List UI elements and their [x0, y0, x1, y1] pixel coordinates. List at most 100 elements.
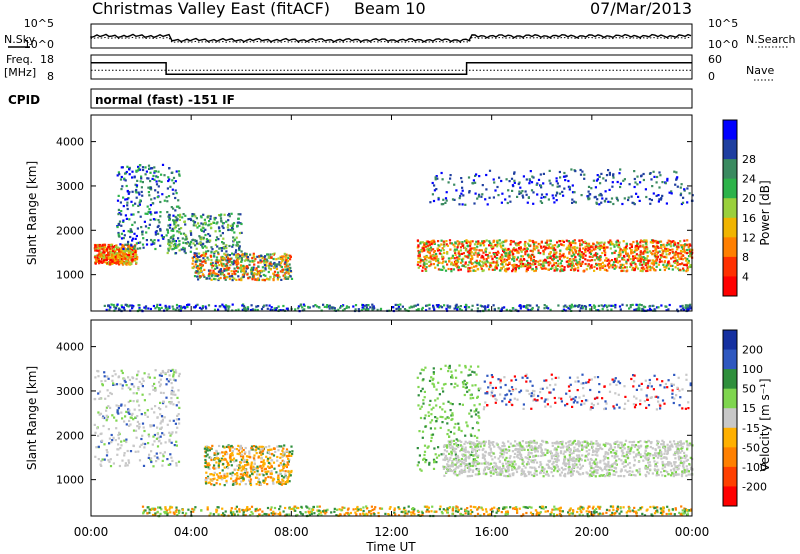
echo-cell	[461, 260, 464, 263]
echo-cell	[272, 266, 275, 269]
echo-cell	[216, 478, 219, 482]
echo-cell	[562, 194, 565, 197]
echo-cell	[276, 278, 279, 281]
echo-cell	[152, 174, 155, 177]
echo-cell	[263, 468, 266, 471]
echo-cell	[474, 269, 477, 272]
echo-cell	[414, 304, 417, 307]
echo-cell	[260, 451, 263, 454]
echo-cell	[658, 186, 661, 189]
echo-cell	[281, 469, 284, 472]
echo-cell	[270, 459, 273, 462]
echo-cell	[433, 385, 436, 388]
echo-cell	[567, 307, 570, 310]
echo-cell	[598, 203, 601, 206]
echo-cell	[270, 470, 273, 473]
echo-cell	[237, 221, 240, 224]
cpid-label: CPID	[8, 93, 40, 107]
echo-cell	[469, 244, 472, 247]
echo-cell	[328, 304, 331, 307]
echo-cell	[263, 261, 266, 264]
echo-cell	[101, 261, 104, 264]
echo-cell	[219, 260, 222, 263]
echo-cell	[635, 265, 638, 268]
echo-cell	[464, 261, 467, 264]
echo-cell	[508, 180, 511, 183]
echo-cell	[519, 262, 522, 266]
echo-cell	[166, 231, 170, 234]
echo-cell	[219, 477, 222, 480]
echo-cell	[271, 479, 274, 482]
echo-cell	[211, 444, 214, 447]
echo-cell	[588, 248, 591, 251]
echo-cell	[651, 259, 654, 262]
echo-cell	[430, 433, 433, 436]
echo-cell	[579, 242, 582, 245]
echo-cell	[277, 474, 280, 477]
echo-cell	[554, 244, 557, 247]
echo-cell	[445, 307, 448, 310]
echo-cell	[432, 199, 436, 203]
echo-cell	[625, 262, 628, 265]
echo-cell	[253, 256, 256, 259]
echo-cell	[269, 268, 272, 271]
echo-cell	[617, 243, 621, 246]
echo-cell	[165, 305, 168, 309]
echo-cell	[252, 465, 255, 468]
echo-cell	[134, 253, 137, 256]
echo-cell	[558, 258, 562, 261]
echo-cell	[279, 309, 282, 312]
echo-cell	[666, 248, 669, 251]
echo-cell	[678, 258, 681, 261]
echo-cell	[220, 213, 223, 216]
echo-cell	[275, 307, 278, 310]
echo-cell	[140, 413, 143, 416]
echo-cell	[639, 255, 642, 258]
echo-cell	[177, 199, 180, 202]
echo-cell	[506, 263, 509, 266]
echo-cell	[206, 256, 209, 259]
echo-cell	[600, 265, 603, 268]
echo-cell	[221, 271, 224, 274]
echo-cell	[549, 239, 552, 242]
echo-cell	[458, 255, 461, 258]
echo-cell	[116, 448, 119, 451]
echo-cell	[539, 252, 542, 255]
echo-cell	[465, 239, 468, 242]
echo-cell	[116, 225, 119, 229]
echo-cell	[511, 258, 514, 261]
echo-cell	[127, 411, 130, 414]
echo-cell	[194, 260, 197, 263]
echo-cell	[240, 450, 243, 453]
echo-cell	[543, 196, 546, 199]
echo-cell	[512, 247, 516, 250]
echo-cell	[612, 173, 615, 176]
echo-cell	[250, 463, 253, 466]
echo-cell	[184, 223, 187, 226]
echo-cell	[231, 273, 234, 276]
echo-cell	[646, 251, 649, 254]
echo-cell	[175, 246, 178, 249]
echo-cell	[598, 248, 601, 251]
echo-cell	[103, 251, 106, 254]
echo-cell	[282, 452, 285, 455]
echo-cell	[267, 255, 270, 259]
echo-cell	[220, 270, 223, 273]
echo-cell	[678, 252, 681, 255]
echo-cell	[223, 258, 226, 261]
echo-cell	[141, 181, 144, 184]
echo-cell	[540, 240, 543, 243]
echo-cell	[689, 306, 693, 309]
echo-cell	[263, 462, 266, 465]
echo-cell	[557, 244, 560, 247]
echo-cell	[516, 256, 520, 259]
echo-cell	[427, 414, 430, 417]
echo-cell	[526, 254, 530, 257]
echo-cell	[501, 247, 504, 251]
echo-cell	[256, 308, 259, 312]
echo-cell	[591, 259, 594, 262]
echo-cell	[250, 445, 254, 448]
echo-cell	[236, 270, 239, 273]
echo-cell	[160, 420, 163, 423]
echo-cell	[270, 263, 273, 266]
